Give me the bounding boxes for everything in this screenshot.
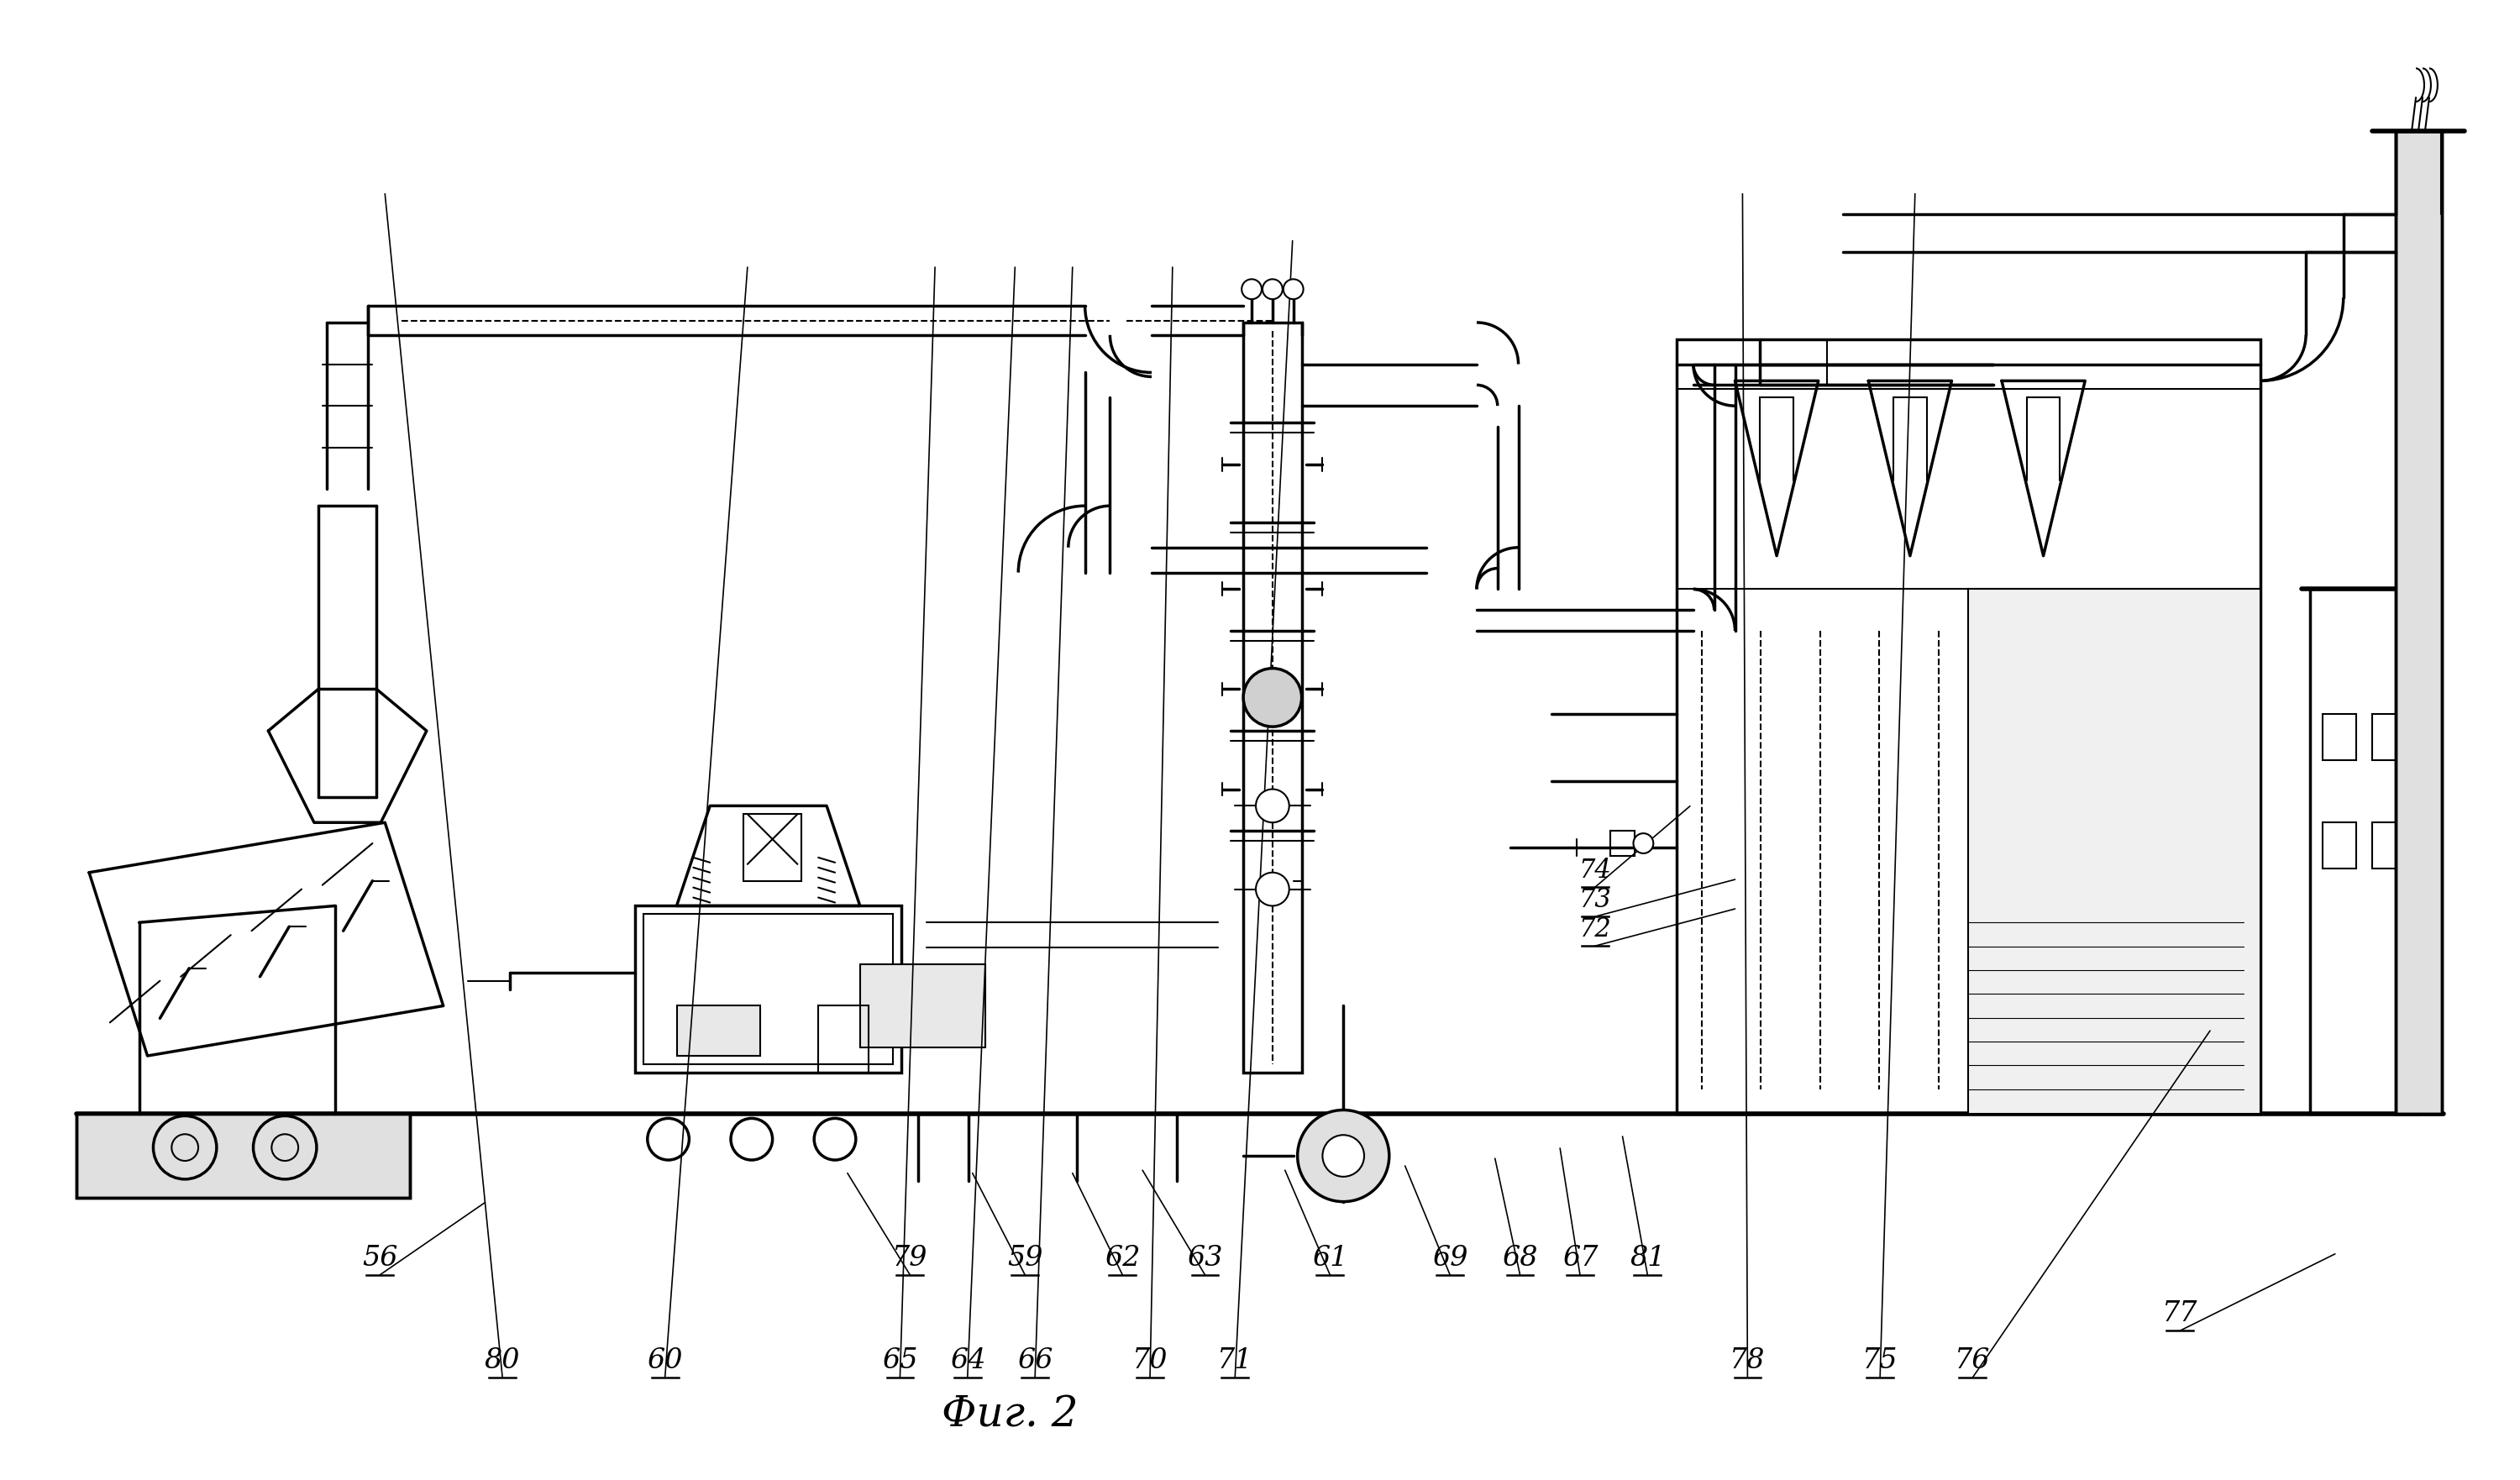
Text: 65: 65 [882,1347,917,1375]
Text: 56: 56 [363,1245,398,1271]
Bar [1968,589,2260,1114]
Text: Фиг. 2: Фиг. 2 [942,1394,1079,1436]
Circle shape [1263,280,1283,299]
Text: 61: 61 [1313,1245,1348,1271]
Text: 74: 74 [1578,858,1610,884]
Circle shape [1242,280,1263,299]
Text: 71: 71 [1217,1347,1252,1375]
Bar [2371,715,2407,761]
Bar [743,814,801,881]
Circle shape [1283,280,1303,299]
Bar [678,1006,761,1055]
Bar [1610,830,1635,855]
Text: 59: 59 [1008,1245,1043,1271]
Text: 76: 76 [1956,1347,1991,1375]
Bar [1242,323,1303,1073]
Text: 81: 81 [1630,1245,1666,1271]
Circle shape [1242,669,1303,727]
Circle shape [1255,873,1290,906]
Circle shape [1298,1110,1389,1202]
Bar [2311,589,2419,1114]
Bar [76,1114,411,1197]
Text: 79: 79 [892,1245,927,1271]
Text: 73: 73 [1578,887,1610,913]
Bar [2397,130,2442,1114]
Bar [859,963,985,1048]
Text: 68: 68 [1502,1245,1537,1271]
Text: 67: 67 [1562,1245,1598,1271]
Bar [2371,823,2407,869]
Text: 66: 66 [1018,1347,1053,1375]
Bar [2323,823,2356,869]
Text: 63: 63 [1187,1245,1222,1271]
Text: 60: 60 [648,1347,683,1375]
Text: 77: 77 [2162,1301,2197,1328]
Text: 75: 75 [1862,1347,1898,1375]
Bar [819,1006,869,1073]
Text: 62: 62 [1104,1245,1142,1271]
Text: 80: 80 [484,1347,519,1375]
Bar [2397,130,2442,1114]
Circle shape [1633,833,1653,854]
Bar [76,1114,411,1197]
Bar [1676,339,2260,1114]
Circle shape [1255,789,1290,823]
Text: 69: 69 [1431,1245,1467,1271]
Bar [643,915,892,1064]
Bar [635,906,902,1073]
Bar [2323,715,2356,761]
Circle shape [1323,1135,1363,1177]
Text: 64: 64 [950,1347,985,1375]
Text: 72: 72 [1578,916,1610,943]
Text: 78: 78 [1729,1347,1767,1375]
Text: 70: 70 [1131,1347,1167,1375]
